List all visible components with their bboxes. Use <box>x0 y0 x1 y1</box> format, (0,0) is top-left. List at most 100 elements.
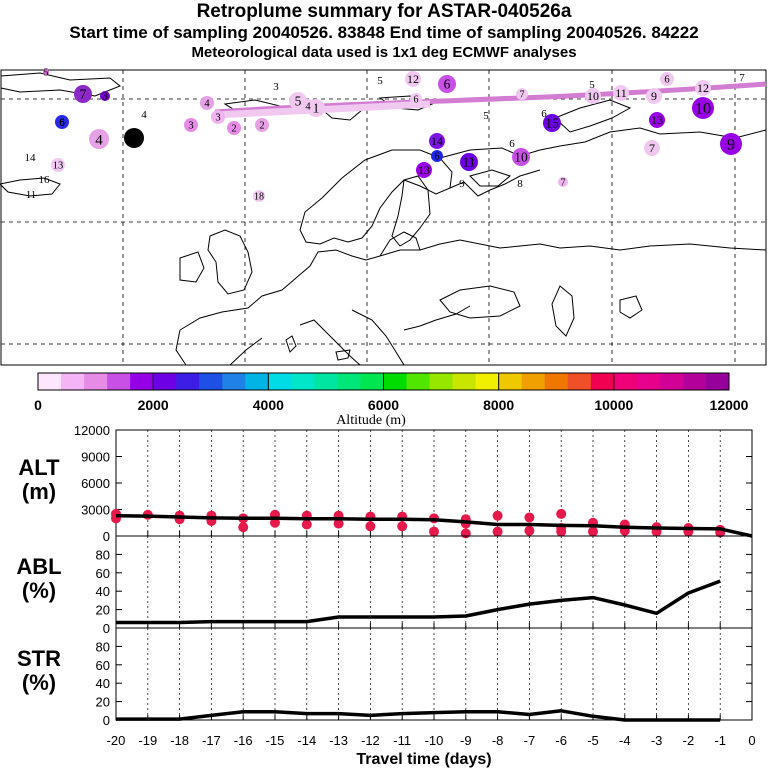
colorbar-swatch <box>130 373 154 390</box>
cluster-dot <box>89 129 109 149</box>
y-tick-label: 80 <box>96 547 110 562</box>
colorbar-swatch <box>84 373 108 390</box>
colorbar-swatch <box>544 373 569 390</box>
cluster-day-label: 12 <box>407 72 419 86</box>
colorbar-swatch <box>199 373 223 390</box>
colorbar-swatch <box>107 373 131 390</box>
sampling-time-line: Start time of sampling 20040526. 83848 E… <box>69 23 699 42</box>
colorbar-swatch <box>268 373 292 390</box>
cluster-day-label: 15 <box>545 116 559 131</box>
y-tick-label: 0 <box>103 529 110 544</box>
cluster-dot <box>438 75 456 93</box>
colorbar-swatch <box>636 373 661 390</box>
cluster-day-label: 3 <box>103 92 108 103</box>
cluster-marker: 3 <box>211 110 225 124</box>
cluster-dot <box>460 153 478 171</box>
cluster-marker: 3 <box>273 81 279 93</box>
altitude-cluster-point <box>556 508 567 519</box>
cluster-marker: 6 <box>410 93 422 106</box>
met-data-line: Meteorological data used is 1x1 deg ECMW… <box>191 44 577 61</box>
x-tick-label: -2 <box>683 733 695 748</box>
cluster-day-label: 11 <box>615 86 627 100</box>
cluster-dot <box>301 99 315 113</box>
cluster-dot <box>255 118 269 132</box>
cluster-day-label: 6 <box>509 138 515 150</box>
cluster-marker: 10 <box>512 148 530 166</box>
cluster-marker: 5 <box>377 75 383 87</box>
altitude-cluster-point <box>524 512 535 523</box>
cluster-marker: 6 <box>509 138 515 150</box>
y-axis-label: (%) <box>22 578 56 603</box>
colorbar-swatch <box>567 373 592 390</box>
colorbar-swatch <box>613 373 638 390</box>
colorbar-label: Altitude (m) <box>336 413 406 428</box>
colorbar-tick-label: 2000 <box>138 397 169 413</box>
cluster-day-label: 6 <box>444 77 451 92</box>
x-tick-label: -7 <box>524 733 536 748</box>
cluster-marker: 4 <box>301 99 315 113</box>
altitude-cluster-point <box>333 518 344 529</box>
x-tick-label: -5 <box>587 733 599 748</box>
x-tick-label: -1 <box>714 733 726 748</box>
y-tick-label: 6000 <box>81 476 110 491</box>
y-axis-label: ALT <box>18 455 60 480</box>
altitude-cluster-point <box>492 526 503 537</box>
colorbar-swatch <box>314 373 338 390</box>
colorbar-swatch <box>222 373 246 390</box>
altitude-cluster-point <box>397 521 408 532</box>
cluster-day-label: 7 <box>520 90 525 101</box>
cluster-marker: 11 <box>613 85 629 101</box>
cluster-marker: 5 <box>483 110 489 122</box>
cluster-dot <box>55 115 69 129</box>
cluster-marker: 6 <box>431 150 443 163</box>
cluster-dot <box>692 97 714 119</box>
x-tick-label: -12 <box>361 733 380 748</box>
colorbar-swatch <box>682 373 707 390</box>
cluster-marker: 11 <box>26 189 37 201</box>
colorbar-swatch <box>452 373 476 390</box>
cluster-marker: 9 <box>646 88 662 104</box>
cluster-day-label: 6 <box>59 117 65 129</box>
x-tick-label: -20 <box>107 733 126 748</box>
colorbar-swatch <box>245 373 269 390</box>
altitude-cluster-point <box>588 526 598 537</box>
cluster-day-label: 14 <box>25 152 37 164</box>
colorbar-tick-label: 6000 <box>368 397 399 413</box>
cluster-day-label: 3 <box>215 113 220 124</box>
cluster-marker: 14 <box>25 152 37 164</box>
y-tick-label: 20 <box>96 695 110 710</box>
cluster-marker: 11 <box>460 153 478 171</box>
cluster-day-label: 5 <box>377 75 383 87</box>
cluster-day-label: 6 <box>664 75 669 86</box>
cluster-dot <box>644 140 660 156</box>
colorbar-tick-label: 4000 <box>253 397 284 413</box>
coastlines <box>0 72 767 366</box>
colorbar-swatch <box>590 373 615 390</box>
cluster-day-label: 12 <box>697 81 709 95</box>
cluster-day-label: 3 <box>188 121 193 132</box>
panel-abl: 0 20 40 60 80 ABL(%) <box>16 535 753 636</box>
y-tick-label: 0 <box>103 713 110 728</box>
y-axis-label: STR <box>17 646 61 671</box>
cluster-day-label: 6 <box>414 95 419 106</box>
x-tick-label: -19 <box>138 733 157 748</box>
x-tick-label: -8 <box>492 733 504 748</box>
panel-alt: 0 3000 6000 9000 12000 ALT(m) <box>18 423 753 544</box>
colorbar-swatch <box>360 373 384 390</box>
colorbar-swatch <box>475 373 499 390</box>
cluster-marker: 7 <box>739 72 745 84</box>
cluster-marker: 4 <box>141 109 147 121</box>
colorbar-tick-label: 10000 <box>594 397 633 413</box>
cluster-day-label: 18 <box>254 192 264 203</box>
cluster-marker: 10 <box>585 88 601 104</box>
colorbar-swatch <box>61 373 85 390</box>
cluster-marker: 2 <box>255 118 269 132</box>
map-gridlines <box>1 70 766 365</box>
cluster-day-label: 9 <box>651 89 657 103</box>
cluster-marker: 7 <box>516 88 528 101</box>
altitude-cluster-point <box>429 526 439 537</box>
cluster-dot <box>429 133 445 149</box>
cluster-dot <box>100 91 110 101</box>
cluster-day-label: 5 <box>589 79 595 91</box>
x-tick-label: -10 <box>425 733 444 748</box>
